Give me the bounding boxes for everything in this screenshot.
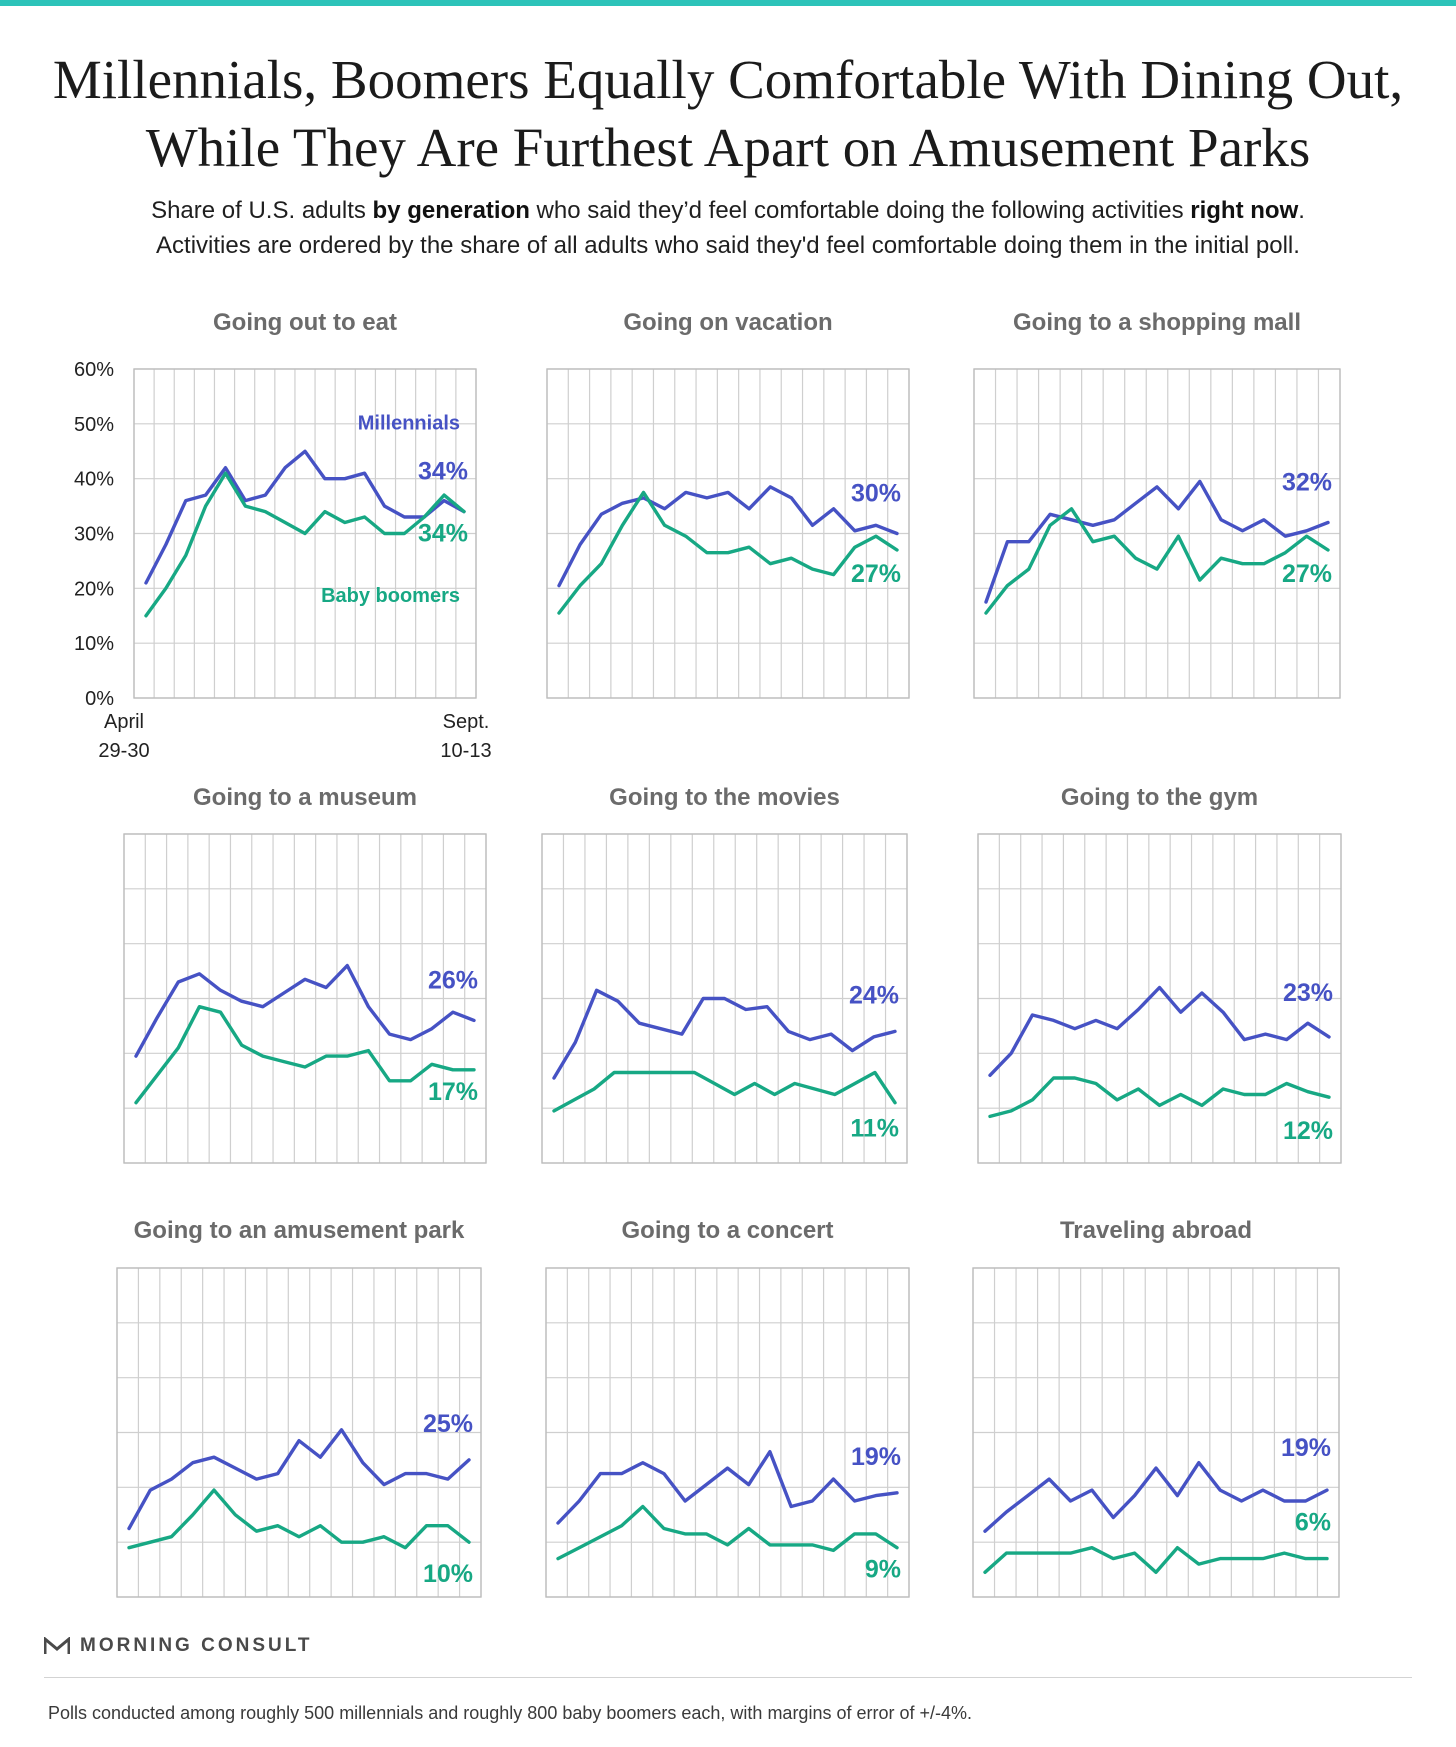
chart-panel: Going on vacation 30% 27% bbox=[546, 309, 910, 699]
y-tick-label: 30% bbox=[74, 524, 114, 546]
panel-frame bbox=[116, 1267, 482, 1598]
boomers-end-label: 9% bbox=[865, 1556, 901, 1584]
boomers-end-label: 12% bbox=[1283, 1117, 1333, 1145]
panel-frame bbox=[977, 833, 1342, 1164]
panel-frame bbox=[541, 833, 908, 1164]
panel-title: Going on vacation bbox=[623, 309, 832, 336]
boomers-end-label: 11% bbox=[850, 1115, 899, 1143]
millennials-line bbox=[556, 1450, 899, 1525]
boomers-end-label: 27% bbox=[1282, 560, 1332, 588]
panel-title: Going to a museum bbox=[193, 784, 417, 811]
subtitle: Share of U.S. adults by generation who s… bbox=[0, 193, 1456, 263]
millennials-line bbox=[134, 963, 476, 1058]
brand-logo: MORNING CONSULT bbox=[44, 1634, 313, 1658]
millennials-end-label: 23% bbox=[1283, 979, 1333, 1007]
boomers-line bbox=[134, 1005, 476, 1105]
footer-divider bbox=[44, 1677, 1412, 1678]
millennials-line bbox=[557, 485, 899, 588]
y-tick-label: 50% bbox=[74, 414, 114, 436]
chart-panel: Going to the gym 23% 12% bbox=[977, 784, 1342, 1164]
millennials-line bbox=[127, 1428, 471, 1531]
title-line-1: Millennials, Boomers Equally Comfortable… bbox=[52, 49, 1404, 110]
x-tick-label: 10-13 bbox=[440, 740, 491, 762]
panel-frame bbox=[972, 1267, 1340, 1598]
subtitle-emphasis: right now bbox=[1190, 197, 1299, 224]
panel-frame bbox=[545, 1267, 910, 1598]
title-line-2: While They Are Furthest Apart on Amuseme… bbox=[145, 117, 1311, 178]
millennials-end-label: 19% bbox=[851, 1443, 901, 1471]
y-tick-label: 60% bbox=[74, 359, 114, 381]
panel-title: Going to an amusement park bbox=[134, 1217, 465, 1244]
x-tick-label: April bbox=[104, 711, 144, 733]
y-tick-label: 20% bbox=[74, 578, 114, 600]
panel-title: Going to the movies bbox=[609, 784, 840, 811]
subtitle-text: Share of U.S. adults bbox=[151, 197, 373, 224]
morning-consult-logo-icon bbox=[44, 1637, 70, 1654]
millennials-line bbox=[984, 479, 1330, 604]
panel-title: Going to the gym bbox=[1061, 784, 1258, 811]
top-accent-bar bbox=[0, 0, 1456, 6]
millennials-end-label: 30% bbox=[851, 480, 901, 508]
panel-frame bbox=[133, 368, 477, 699]
subtitle-text: who said they’d feel comfortable doing t… bbox=[529, 197, 1191, 224]
brand-name: MORNING CONSULT bbox=[80, 1635, 313, 1656]
millennials-line bbox=[988, 985, 1331, 1077]
chart-panel: Going to an amusement park 25% 10% bbox=[116, 1217, 482, 1598]
footnote: Polls conducted among roughly 500 millen… bbox=[48, 1703, 973, 1723]
legend-boomers: Baby boomers bbox=[321, 585, 460, 607]
panel-frame bbox=[973, 368, 1341, 699]
subtitle-line-1: Share of U.S. adults by generation who s… bbox=[0, 193, 1456, 228]
boomers-line bbox=[556, 1504, 899, 1561]
millennials-end-label: 25% bbox=[423, 1410, 473, 1438]
boomers-end-label: 34% bbox=[418, 520, 468, 548]
millennials-end-label: 26% bbox=[428, 966, 478, 994]
panel-title: Going out to eat bbox=[213, 309, 397, 336]
millennials-end-label: 34% bbox=[418, 458, 468, 486]
millennials-line bbox=[983, 1461, 1329, 1533]
y-tick-label: 0% bbox=[85, 688, 114, 710]
millennials-end-label: 32% bbox=[1282, 469, 1332, 497]
boomers-line bbox=[557, 490, 899, 615]
millennials-line bbox=[144, 449, 466, 585]
millennials-end-label: 19% bbox=[1281, 1434, 1331, 1462]
panel-title: Traveling abroad bbox=[1060, 1217, 1252, 1244]
boomers-line bbox=[983, 1546, 1329, 1574]
panel-title: Going to a shopping mall bbox=[1013, 309, 1301, 336]
chart-panel: Going to a museum 26% 17% bbox=[123, 784, 487, 1164]
boomers-line bbox=[127, 1488, 471, 1550]
boomers-end-label: 6% bbox=[1295, 1509, 1331, 1537]
boomers-line bbox=[552, 1070, 897, 1113]
x-tick-label: 29-30 bbox=[98, 740, 149, 762]
subtitle-text: . bbox=[1298, 197, 1305, 224]
boomers-line bbox=[988, 1076, 1331, 1119]
x-tick-label: Sept. bbox=[443, 711, 490, 733]
chart-panel: Going to the movies 24% 11% bbox=[541, 784, 908, 1164]
boomers-line bbox=[144, 471, 466, 618]
millennials-line bbox=[552, 988, 897, 1080]
panel-title: Going to a concert bbox=[621, 1217, 833, 1244]
page-title: Millennials, Boomers Equally Comfortable… bbox=[0, 46, 1456, 182]
chart-panel: Traveling abroad 19% 6% bbox=[972, 1217, 1340, 1598]
boomers-end-label: 10% bbox=[423, 1560, 473, 1588]
chart-panel: Going to a shopping mall 32% 27% bbox=[973, 309, 1341, 699]
y-tick-label: 10% bbox=[74, 633, 114, 655]
subtitle-emphasis: by generation bbox=[372, 197, 530, 224]
boomers-end-label: 27% bbox=[851, 560, 901, 588]
legend-millennials: Millennials bbox=[358, 412, 460, 434]
subtitle-line-2: Activities are ordered by the share of a… bbox=[156, 232, 1300, 259]
boomers-line bbox=[984, 507, 1330, 615]
chart-panel: Going out to eat 0% 10% 20% 30% 40% 50% 60% Apri… bbox=[74, 309, 492, 762]
millennials-end-label: 24% bbox=[849, 981, 899, 1009]
panel-frame bbox=[123, 833, 487, 1164]
y-tick-label: 40% bbox=[74, 469, 114, 491]
boomers-end-label: 17% bbox=[428, 1078, 478, 1106]
panel-frame bbox=[546, 368, 910, 699]
chart-panel: Going to a concert 19% 9% bbox=[545, 1217, 910, 1598]
